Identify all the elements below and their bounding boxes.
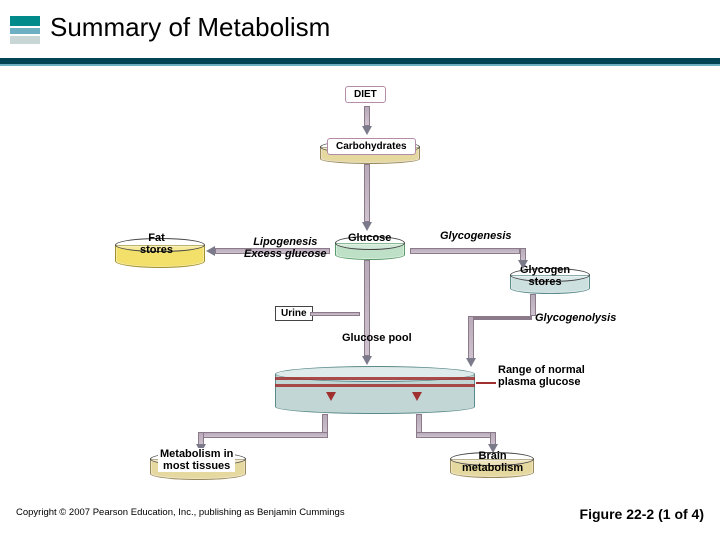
arrow-carbs-stem (364, 164, 370, 222)
diet-box: DIET (345, 86, 386, 103)
metabolism-label: Metabolism in most tissues (158, 448, 235, 472)
arrow-urine-stem (310, 312, 360, 316)
glycogenesis-label: Glycogenesis (440, 230, 512, 242)
arrow-lipo-left-icon (206, 246, 215, 256)
arrow-carbs-down-icon (362, 222, 372, 231)
brand-logo (10, 16, 40, 46)
arrow-diet-down-icon (362, 126, 372, 135)
range-leader-line (476, 382, 496, 384)
arrow-glucose-pool-down-icon (362, 356, 372, 365)
urine-box: Urine (275, 306, 313, 321)
arrow-pool-brain-v (416, 414, 422, 434)
arrow-glycogen-hstem (410, 248, 520, 254)
arrow-pool-metab-v (322, 414, 328, 434)
arrow-glycolysis-vstem2 (468, 316, 474, 360)
fat-stores-label: Fat stores (140, 232, 173, 256)
arrow-glycogen-down-icon (518, 260, 528, 269)
copyright-text: Copyright © 2007 Pearson Education, Inc.… (16, 507, 345, 518)
range-label: Range of normal plasma glucose (498, 364, 585, 388)
normal-range-band (275, 377, 475, 387)
pool-down-arrow-1-icon (326, 392, 336, 401)
figure-number: Figure 22-2 (1 of 4) (580, 506, 704, 522)
glucose-label: Glucose (348, 232, 391, 244)
lipogenesis-label: Lipogenesis Excess glucose (244, 236, 327, 260)
slide-header: Summary of Metabolism (0, 16, 720, 60)
metabolism-diagram: DIET Carbohydrates Fat stores Glucose (0, 60, 720, 480)
slide-title: Summary of Metabolism (50, 12, 330, 43)
glycogenolysis-label: Glycogenolysis (535, 312, 616, 324)
arrow-glycolysis-vstem1 (530, 294, 536, 316)
arrow-pool-brain-h (416, 432, 494, 438)
pool-down-arrow-2-icon (412, 392, 422, 401)
brain-label: Brain metabolism (462, 450, 523, 474)
glucose-pool-node (275, 366, 475, 414)
glycogenolysis-line (472, 316, 532, 320)
carbohydrates-label: Carbohydrates (327, 138, 416, 155)
arrow-diet-stem (364, 106, 370, 126)
glucose-pool-label: Glucose pool (342, 332, 412, 344)
arrow-pool-metab-h (202, 432, 328, 438)
